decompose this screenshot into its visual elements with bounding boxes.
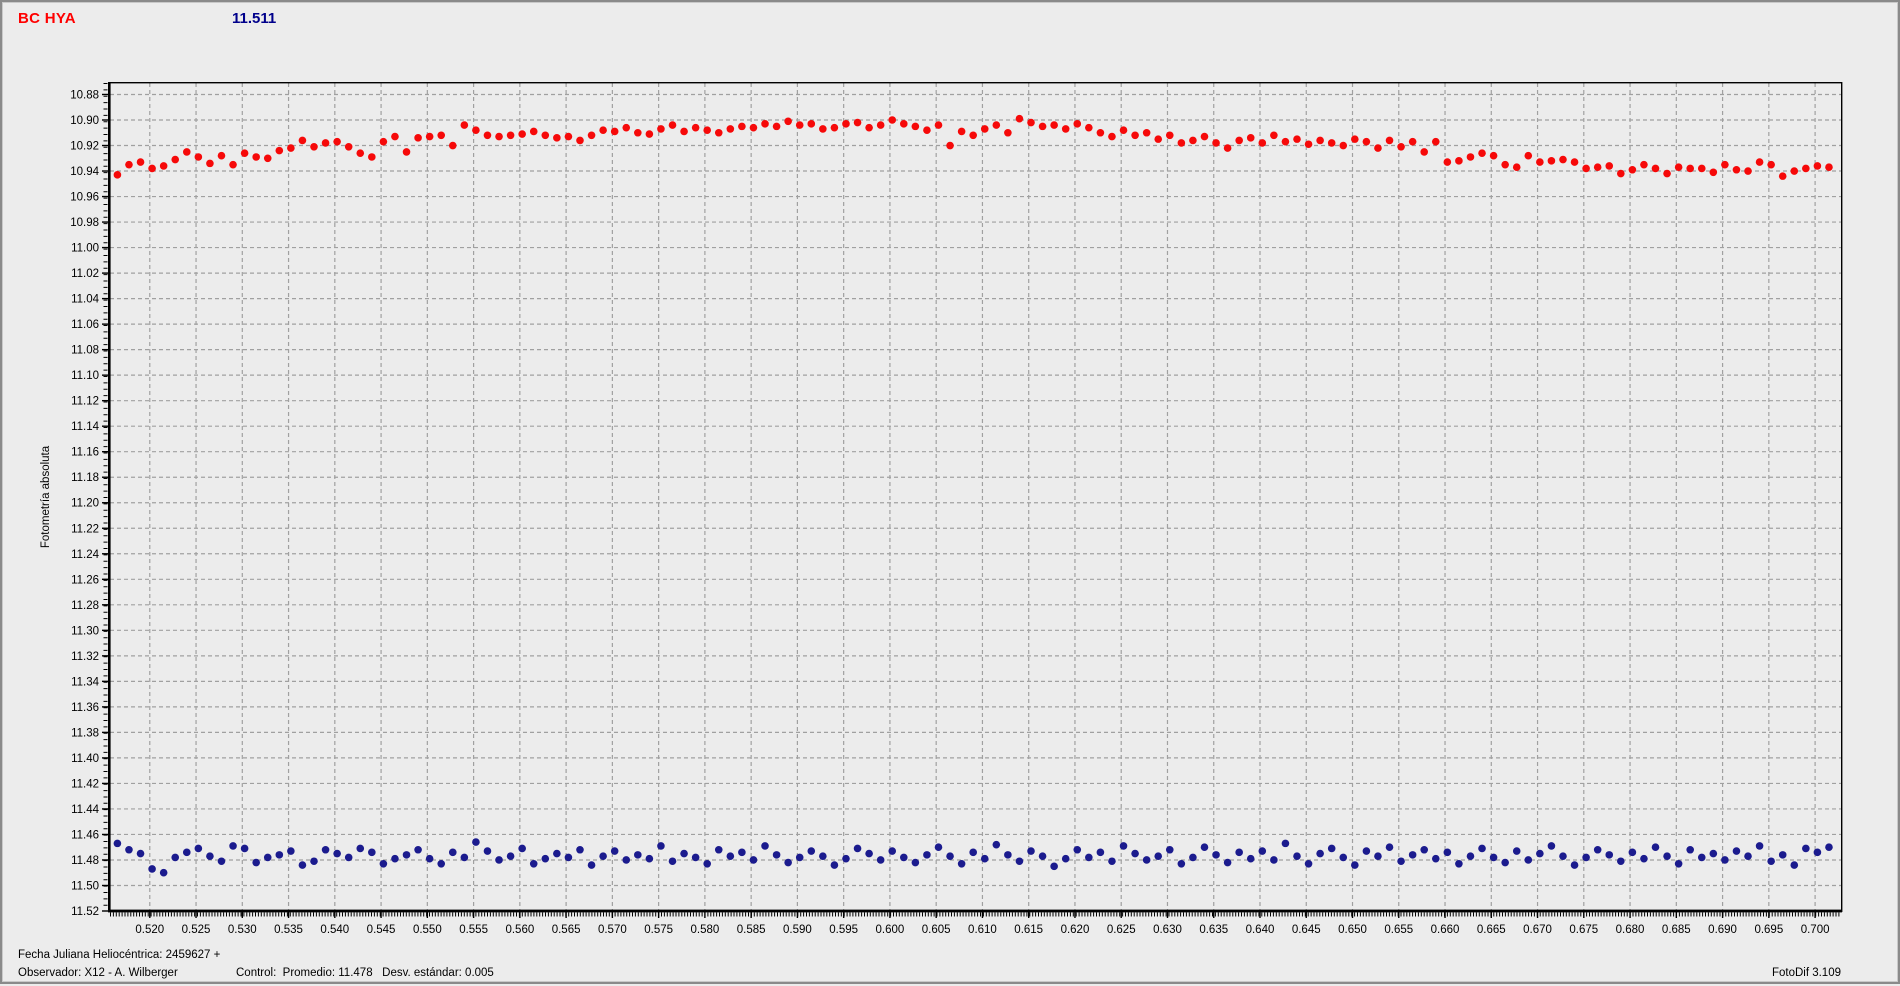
svg-text:0.640: 0.640 — [1246, 924, 1275, 936]
svg-text:0.575: 0.575 — [644, 924, 673, 936]
svg-text:0.565: 0.565 — [552, 924, 581, 936]
grid-lines — [110, 83, 1841, 912]
svg-text:0.520: 0.520 — [135, 924, 164, 936]
svg-text:0.590: 0.590 — [783, 924, 812, 936]
svg-text:11.24: 11.24 — [71, 549, 100, 561]
svg-text:11.32: 11.32 — [71, 651, 99, 663]
svg-text:0.630: 0.630 — [1153, 924, 1182, 936]
y-axis-tick-labels: 10.88 10.90 10.92 10.94 10.96 10.98 11.00 11.02… — [70, 89, 110, 918]
axes-frame — [103, 82, 1843, 917]
svg-text:0.625: 0.625 — [1107, 924, 1136, 936]
svg-text:11.26: 11.26 — [71, 574, 99, 586]
svg-text:11.10: 11.10 — [71, 370, 99, 382]
svg-text:0.655: 0.655 — [1384, 924, 1413, 936]
svg-text:11.42: 11.42 — [71, 778, 99, 790]
svg-text:0.545: 0.545 — [367, 924, 396, 936]
svg-text:0.540: 0.540 — [320, 924, 349, 936]
observer-line: Observador: X12 - A. Wilberger — [18, 967, 178, 979]
svg-text:0.605: 0.605 — [922, 924, 951, 936]
app-version-label: FotoDif 3.109 — [1771, 967, 1841, 979]
svg-text:11.06: 11.06 — [71, 319, 99, 331]
julian-date-line: Fecha Juliana Heliocéntrica: 2459627 + — [18, 949, 221, 961]
svg-text:11.40: 11.40 — [71, 753, 99, 765]
svg-text:0.650: 0.650 — [1338, 924, 1367, 936]
svg-text:0.620: 0.620 — [1061, 924, 1090, 936]
svg-text:0.695: 0.695 — [1754, 924, 1783, 936]
svg-text:10.98: 10.98 — [70, 217, 99, 229]
svg-text:11.36: 11.36 — [71, 702, 99, 714]
svg-text:11.38: 11.38 — [71, 727, 99, 739]
svg-text:10.90: 10.90 — [70, 115, 99, 127]
svg-text:0.560: 0.560 — [505, 924, 534, 936]
svg-text:0.585: 0.585 — [737, 924, 766, 936]
svg-text:10.92: 10.92 — [70, 141, 99, 153]
svg-text:0.595: 0.595 — [829, 924, 858, 936]
svg-text:0.660: 0.660 — [1431, 924, 1460, 936]
svg-text:0.525: 0.525 — [182, 924, 211, 936]
svg-text:10.96: 10.96 — [70, 192, 99, 204]
svg-text:11.02: 11.02 — [71, 268, 99, 280]
svg-text:0.570: 0.570 — [598, 924, 627, 936]
svg-text:11.48: 11.48 — [71, 855, 99, 867]
star-name-label: BC HYA — [18, 10, 76, 27]
svg-text:0.670: 0.670 — [1523, 924, 1552, 936]
svg-text:11.52: 11.52 — [71, 906, 99, 918]
svg-text:0.610: 0.610 — [968, 924, 997, 936]
svg-text:11.12: 11.12 — [71, 396, 99, 408]
svg-text:11.08: 11.08 — [71, 345, 99, 357]
svg-text:Fotometría absoluta: Fotometría absoluta — [40, 445, 52, 548]
svg-text:0.635: 0.635 — [1199, 924, 1228, 936]
svg-text:0.550: 0.550 — [413, 924, 442, 936]
svg-text:0.685: 0.685 — [1662, 924, 1691, 936]
current-magnitude-value: 11.511 — [232, 10, 277, 27]
svg-text:11.30: 11.30 — [71, 625, 99, 637]
svg-text:11.04: 11.04 — [71, 294, 100, 306]
control-stats-line: Control: Promedio: 11.478 Desv. estándar… — [236, 967, 494, 979]
svg-text:11.28: 11.28 — [71, 600, 99, 612]
svg-text:11.44: 11.44 — [71, 804, 100, 816]
y-axis-title: Fotometría absoluta — [40, 445, 52, 548]
svg-text:0.645: 0.645 — [1292, 924, 1321, 936]
svg-text:0.675: 0.675 — [1569, 924, 1598, 936]
series-variable-bc-hya — [113, 114, 1833, 180]
svg-text:0.600: 0.600 — [876, 924, 905, 936]
svg-text:11.00: 11.00 — [71, 243, 99, 255]
svg-text:11.50: 11.50 — [71, 880, 99, 892]
svg-text:11.20: 11.20 — [71, 498, 99, 510]
svg-text:0.690: 0.690 — [1708, 924, 1737, 936]
svg-text:11.34: 11.34 — [71, 676, 100, 688]
svg-text:0.700: 0.700 — [1801, 924, 1830, 936]
svg-text:0.555: 0.555 — [459, 924, 488, 936]
svg-text:0.615: 0.615 — [1014, 924, 1043, 936]
svg-text:10.88: 10.88 — [70, 89, 99, 101]
series-control-star — [113, 838, 1833, 877]
svg-text:0.535: 0.535 — [274, 924, 303, 936]
svg-text:11.46: 11.46 — [71, 829, 99, 841]
svg-text:11.14: 11.14 — [71, 421, 100, 433]
svg-text:11.22: 11.22 — [71, 523, 99, 535]
svg-text:0.665: 0.665 — [1477, 924, 1506, 936]
x-axis-tick-labels: 0.520 0.525 0.530 0.535 0.540 0.545 0.550 0.555… — [135, 911, 1829, 936]
svg-text:11.16: 11.16 — [71, 447, 99, 459]
svg-text:0.580: 0.580 — [690, 924, 719, 936]
svg-text:0.680: 0.680 — [1616, 924, 1645, 936]
svg-text:11.18: 11.18 — [71, 472, 99, 484]
svg-text:10.94: 10.94 — [70, 166, 99, 178]
svg-text:0.530: 0.530 — [228, 924, 257, 936]
